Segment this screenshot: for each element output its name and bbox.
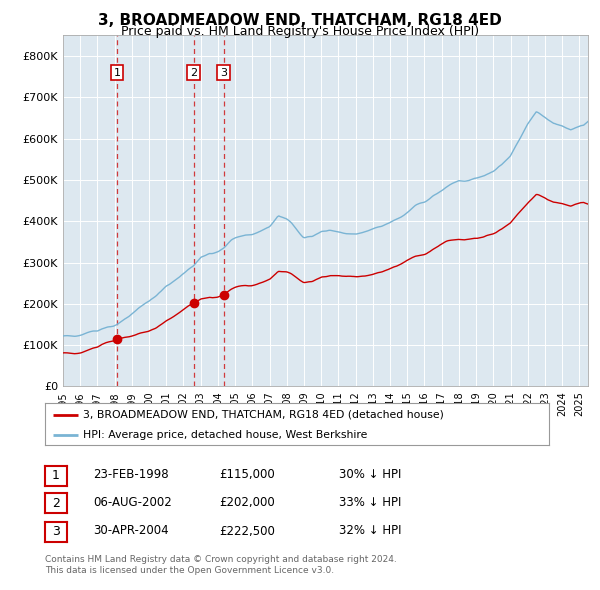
Text: £115,000: £115,000 [219,468,275,481]
Text: 3, BROADMEADOW END, THATCHAM, RG18 4ED: 3, BROADMEADOW END, THATCHAM, RG18 4ED [98,13,502,28]
Text: Price paid vs. HM Land Registry's House Price Index (HPI): Price paid vs. HM Land Registry's House … [121,25,479,38]
Text: 1: 1 [52,469,60,482]
Text: 33% ↓ HPI: 33% ↓ HPI [339,496,401,509]
Text: HPI: Average price, detached house, West Berkshire: HPI: Average price, detached house, West… [83,430,367,440]
Text: 23-FEB-1998: 23-FEB-1998 [93,468,169,481]
Text: 30-APR-2004: 30-APR-2004 [93,525,169,537]
Text: 2: 2 [190,68,197,77]
Text: 32% ↓ HPI: 32% ↓ HPI [339,525,401,537]
Text: 2: 2 [52,497,60,510]
Text: £202,000: £202,000 [219,496,275,509]
Text: Contains HM Land Registry data © Crown copyright and database right 2024.: Contains HM Land Registry data © Crown c… [45,555,397,564]
Text: This data is licensed under the Open Government Licence v3.0.: This data is licensed under the Open Gov… [45,566,334,575]
Text: 3, BROADMEADOW END, THATCHAM, RG18 4ED (detached house): 3, BROADMEADOW END, THATCHAM, RG18 4ED (… [83,410,443,420]
Text: 30% ↓ HPI: 30% ↓ HPI [339,468,401,481]
Text: 3: 3 [52,525,60,538]
Text: 1: 1 [113,68,121,77]
Text: 06-AUG-2002: 06-AUG-2002 [93,496,172,509]
Text: 3: 3 [220,68,227,77]
Text: £222,500: £222,500 [219,525,275,537]
